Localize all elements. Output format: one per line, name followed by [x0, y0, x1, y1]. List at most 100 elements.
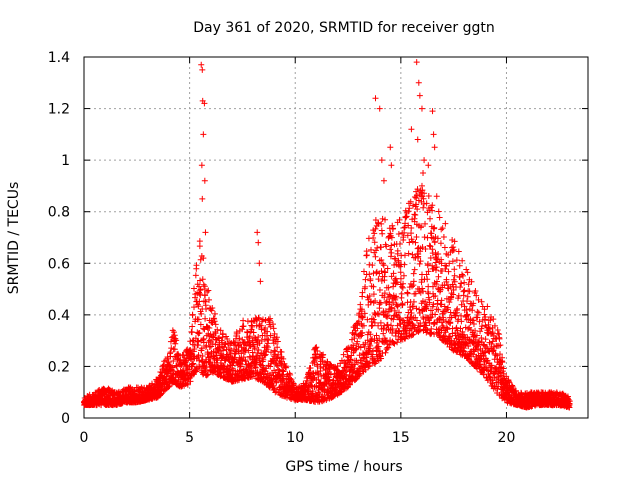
data-point [227, 340, 234, 347]
data-point [420, 170, 427, 177]
data-point [196, 243, 203, 250]
y-tick-label: 0.2 [48, 359, 70, 375]
data-point [256, 260, 263, 267]
data-point [253, 356, 260, 363]
data-point [372, 253, 379, 260]
data-point [257, 278, 264, 285]
data-point [238, 350, 245, 357]
data-point [484, 303, 491, 310]
data-point [258, 338, 265, 345]
data-point [206, 296, 213, 303]
data-point [199, 66, 206, 73]
data-point [242, 357, 249, 364]
x-tick-label: 10 [286, 430, 304, 446]
data-point [378, 157, 385, 164]
data-point [451, 272, 458, 279]
data-point [180, 352, 187, 359]
chart-title: Day 361 of 2020, SRMTID for receiver ggt… [193, 20, 495, 36]
data-points [81, 59, 573, 411]
data-point [227, 347, 234, 354]
data-point [390, 225, 397, 232]
data-point [200, 281, 207, 288]
data-point [377, 319, 384, 326]
data-point [200, 325, 207, 332]
data-point [451, 266, 458, 273]
data-point [265, 316, 272, 323]
y-tick-label: 1 [61, 153, 70, 169]
data-point [435, 208, 442, 215]
data-point [425, 162, 432, 169]
y-tick-labels: 0 0.2 0.4 0.6 0.8 1 1.2 1.4 [48, 50, 70, 427]
data-point [171, 346, 178, 353]
data-point [202, 229, 209, 236]
data-point [206, 325, 213, 332]
data-point [430, 131, 437, 138]
x-axis-label: GPS time / hours [285, 459, 402, 475]
data-point [184, 381, 191, 388]
data-point [199, 336, 206, 343]
data-point [245, 339, 252, 346]
data-point [193, 368, 200, 375]
data-point [201, 283, 208, 290]
data-point [371, 230, 378, 237]
data-point [414, 136, 421, 143]
x-tick-label: 20 [498, 430, 516, 446]
data-point [165, 359, 172, 366]
data-point [201, 177, 208, 184]
data-point [464, 293, 471, 300]
data-point [222, 355, 229, 362]
data-point [404, 290, 411, 297]
tick-layer [83, 56, 588, 419]
data-point [192, 335, 199, 342]
data-point [466, 288, 473, 295]
data-point [214, 326, 221, 333]
data-point [203, 342, 210, 349]
data-point [205, 287, 212, 294]
data-point [255, 239, 262, 246]
data-point [244, 329, 251, 336]
data-point [421, 157, 428, 164]
data-point [408, 126, 415, 133]
x-tick-label: 15 [392, 430, 410, 446]
data-point [453, 324, 460, 331]
data-point [240, 317, 247, 324]
data-point [257, 322, 264, 329]
y-tick-label: 0.8 [48, 205, 70, 221]
data-point [207, 359, 214, 366]
data-point [191, 304, 198, 311]
data-point [240, 323, 247, 330]
data-point [394, 247, 401, 254]
data-point [435, 273, 442, 280]
data-point [424, 276, 431, 283]
data-point [411, 266, 418, 273]
data-point [233, 329, 240, 336]
data-point [255, 315, 262, 322]
data-point [238, 344, 245, 351]
data-point [206, 337, 213, 344]
data-point [224, 336, 231, 343]
data-point [197, 321, 204, 328]
data-point [219, 331, 226, 338]
data-point [198, 61, 205, 68]
data-point [237, 363, 244, 370]
data-point [256, 322, 263, 329]
data-point [214, 357, 221, 364]
data-point [255, 346, 262, 353]
data-point [270, 325, 277, 332]
data-point [196, 357, 203, 364]
data-point [440, 234, 447, 241]
data-point [203, 372, 210, 379]
data-point [201, 359, 208, 366]
data-point [255, 334, 262, 341]
x-tick-label: 0 [80, 430, 89, 446]
data-point [260, 356, 267, 363]
data-point [187, 378, 194, 385]
data-point [496, 335, 503, 342]
y-tick-label: 0 [61, 411, 70, 427]
data-point [412, 211, 419, 218]
data-point [263, 365, 270, 372]
data-point [360, 268, 367, 275]
data-point [209, 304, 216, 311]
